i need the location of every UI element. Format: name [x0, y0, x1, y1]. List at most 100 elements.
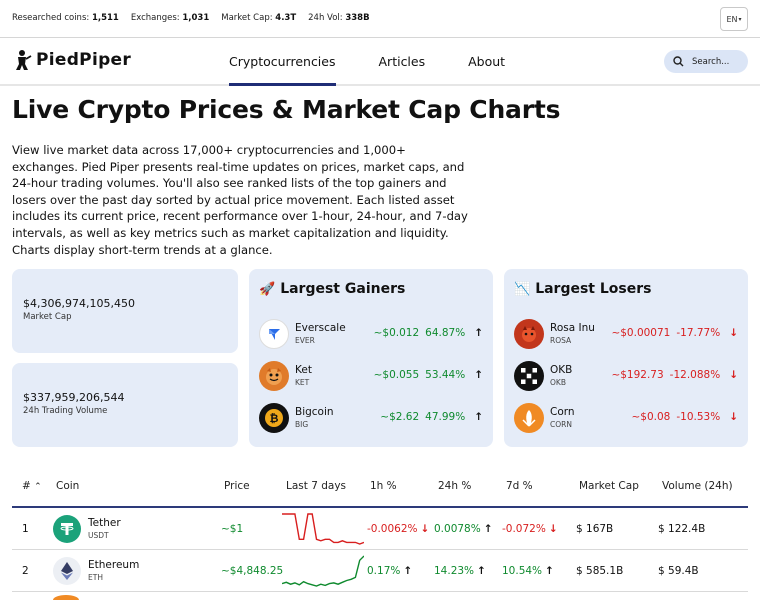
arrow-down-icon: ↓: [548, 523, 558, 535]
arrow-down-icon: ↓: [420, 523, 430, 535]
volume-card: $337,959,206,544 24h Trading Volume: [12, 363, 238, 447]
header-rank[interactable]: # ⌃: [22, 480, 42, 492]
market-cap-label: Market Cap: [23, 312, 72, 322]
gainer-values: ~$2.62 47.99% ↑: [380, 411, 483, 423]
row-price: ~$1: [221, 523, 244, 535]
gainer-price: ~$2.62: [380, 411, 420, 423]
row-volume: $ 59.4B: [658, 565, 699, 577]
search-icon: [673, 56, 684, 67]
okb-icon: [514, 361, 544, 391]
loser-change: -17.77%: [676, 327, 721, 339]
chevron-up-icon: ⌃: [34, 482, 42, 492]
language-selector[interactable]: EN ▾: [720, 7, 748, 31]
header-price[interactable]: Price: [224, 480, 250, 492]
gainer-symbol: BIG: [295, 420, 309, 429]
sparkline-line: [282, 513, 364, 545]
brand-logo[interactable]: PiedPiper: [12, 49, 131, 71]
arrow-down-icon: ↓: [729, 411, 738, 423]
row-coin-symbol: ETH: [88, 573, 103, 582]
row-market-cap: $ 585.1B: [576, 565, 624, 577]
tether-icon: [53, 515, 81, 543]
search-placeholder: Search...: [692, 56, 730, 67]
ethereum-icon: [53, 557, 81, 585]
loser-symbol: CORN: [550, 420, 572, 429]
row-market-cap: $ 167B: [576, 523, 614, 535]
row-coin-name[interactable]: Tether: [88, 517, 121, 529]
table-row[interactable]: 1 Tether USDT ~$1 -0.0062% ↓ 0.0078% ↑ -0.…: [12, 508, 748, 550]
gainer-name: Bigcoin: [295, 406, 334, 418]
header-1h[interactable]: 1h %: [370, 480, 397, 492]
losers-title-text: Largest Losers: [535, 281, 652, 297]
page-title: Live Crypto Prices & Market Cap Charts: [12, 95, 561, 124]
loser-name: Corn: [550, 406, 575, 418]
arrow-up-icon: ↑: [474, 327, 483, 339]
global-stats: Researched coins: 1,511 Exchanges: 1,031…: [12, 13, 370, 23]
gainer-price: ~$0.012: [373, 327, 420, 339]
row-rank: 2: [22, 565, 29, 577]
arrow-up-icon: ↑: [477, 565, 486, 577]
rocket-icon: 🚀: [259, 281, 276, 297]
loser-price: ~$0.08: [631, 411, 671, 423]
loser-values: ~$0.08 -10.53% ↓: [632, 411, 739, 423]
table-row[interactable]: 2 Ethereum ETH ~$4,848.25 0.17% ↑ 14.23% ↑…: [12, 550, 748, 592]
search-input[interactable]: Search...: [664, 50, 748, 73]
row-change-7d: 10.54% ↑: [502, 565, 554, 577]
gainers-title: 🚀 Largest Gainers: [259, 281, 405, 297]
gainer-row-everscale[interactable]: Everscale EVER ~$0.012 64.87% ↑: [259, 319, 483, 349]
header-market-cap[interactable]: Market Cap: [579, 480, 639, 492]
row-change-7d: -0.072% ↓: [502, 523, 558, 535]
market-cap-card: $4,306,974,105,450 Market Cap: [12, 269, 238, 353]
loser-name: OKB: [550, 364, 573, 376]
gainer-symbol: KET: [295, 378, 310, 387]
largest-losers-card: 📉 Largest Losers Rosa Inu ROSA ~$0.00071…: [504, 269, 748, 447]
row-change-1h: -0.0062% ↓: [367, 523, 430, 535]
stat-exchanges: Exchanges: 1,031: [130, 13, 210, 23]
loser-symbol: OKB: [550, 378, 566, 387]
arrow-up-icon: ↑: [474, 411, 483, 423]
header-24h[interactable]: 24h %: [438, 480, 472, 492]
gainer-row-bigcoin[interactable]: ₿ Bigcoin BIG ~$2.62 47.99% ↑: [259, 403, 483, 433]
gainer-values: ~$0.055 53.44% ↑: [374, 369, 483, 381]
loser-change: -12.088%: [669, 369, 721, 381]
page-description: View live market data across 17,000+ cry…: [12, 143, 468, 257]
row-price: ~$4,848.25: [221, 565, 284, 577]
gainer-row-ket[interactable]: Ket KET ~$0.055 53.44% ↑: [259, 361, 483, 391]
sparkline-chart: [282, 513, 364, 545]
loser-price: ~$0.00071: [611, 327, 671, 339]
coins-table-header: # ⌃ Coin Price Last 7 days 1h % 24h % 7d…: [12, 474, 748, 508]
header-coin[interactable]: Coin: [56, 480, 80, 492]
sparkline-line: [282, 555, 364, 587]
nav-link-articles[interactable]: Articles: [378, 54, 426, 69]
header-7d[interactable]: 7d %: [506, 480, 533, 492]
row-change-24h: 0.0078% ↑: [434, 523, 493, 535]
header-volume-24h[interactable]: Volume (24h): [662, 480, 733, 492]
nav-link-about[interactable]: About: [468, 54, 506, 69]
stat-researched-coins: Researched coins: 1,511: [12, 13, 119, 23]
gainer-values: ~$0.012 64.87% ↑: [374, 327, 483, 339]
gainer-price: ~$0.055: [373, 369, 420, 381]
row-volume: $ 122.4B: [658, 523, 706, 535]
arrow-up-icon: ↑: [545, 565, 554, 577]
row-coin-name[interactable]: Ethereum: [88, 559, 140, 571]
loser-values: ~$0.00071 -17.77% ↓: [611, 327, 738, 339]
nav-link-cryptocurrencies[interactable]: Cryptocurrencies: [229, 54, 336, 86]
loser-row-okb[interactable]: OKB OKB ~$192.73 -12.088% ↓: [514, 361, 738, 391]
loser-row-rosa-inu[interactable]: Rosa Inu ROSA ~$0.00071 -17.77% ↓: [514, 319, 738, 349]
chevron-down-icon: ▾: [738, 15, 742, 23]
arrow-up-icon: ↑: [403, 565, 413, 577]
gainer-change: 47.99%: [425, 411, 466, 423]
language-label: EN: [726, 14, 738, 24]
loser-price: ~$192.73: [611, 369, 664, 381]
arrow-down-icon: ↓: [729, 327, 738, 339]
loser-change: -10.53%: [676, 411, 721, 423]
chart-down-icon: 📉: [514, 281, 531, 297]
nav-links: Cryptocurrencies Articles About: [229, 54, 548, 86]
gainer-change: 53.44%: [425, 369, 466, 381]
row-change-24h: 14.23% ↑: [434, 565, 486, 577]
piper-logo-icon: [16, 50, 32, 70]
gainer-name: Ket: [295, 364, 312, 376]
gainer-symbol: EVER: [295, 336, 315, 345]
loser-row-corn[interactable]: Corn CORN ~$0.08 -10.53% ↓: [514, 403, 738, 433]
main-navigation: PiedPiper Cryptocurrencies Articles Abou…: [0, 39, 760, 86]
row-coin-symbol: USDT: [88, 531, 109, 540]
